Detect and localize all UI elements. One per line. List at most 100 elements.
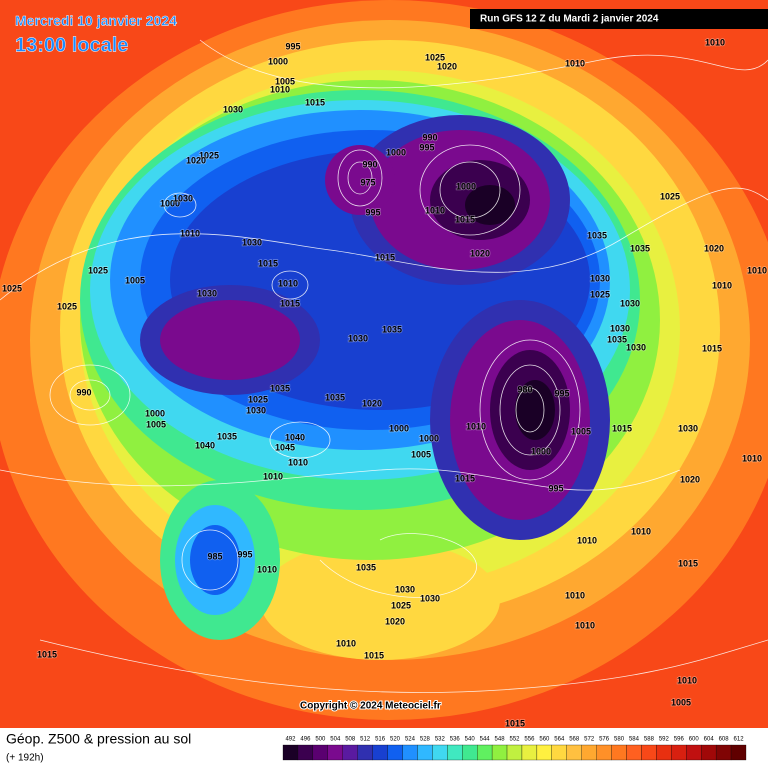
isobar-label: 980	[517, 384, 532, 394]
isobar-label: 1010	[336, 638, 356, 648]
isobar-label: 1010	[747, 265, 767, 275]
run-banner	[470, 9, 768, 29]
footer-lead: (+ 192h)	[6, 753, 44, 764]
colorbar-tick-label: 588	[644, 737, 655, 743]
isobar-label: 1015	[258, 258, 278, 268]
geopotential-area	[160, 300, 300, 380]
isobar-label: 1040	[285, 432, 305, 442]
colorbar-tick-label: 584	[629, 737, 640, 743]
isobar-label: 975	[360, 177, 375, 187]
isobar-label: 1030	[678, 423, 698, 433]
geopotential-area	[465, 185, 515, 225]
isobar	[269, 421, 331, 459]
isobar-label: 1035	[325, 392, 345, 402]
colorbar-swatch	[686, 744, 702, 761]
colorbar-tick-label: 492	[285, 737, 296, 743]
colorbar-tick-label: 532	[435, 737, 446, 743]
colorbar-tick-label: 572	[584, 737, 595, 743]
isobar-label: 1015	[455, 214, 475, 224]
isobar-label: 1010	[575, 620, 595, 630]
isobar-label: 1010	[466, 421, 486, 431]
isobar	[337, 149, 383, 207]
colorbar-tick-label: 500	[315, 737, 326, 743]
colorbar-swatch	[581, 744, 597, 761]
isobar-label: 1045	[275, 442, 295, 452]
isobar-label: 1035	[217, 431, 237, 441]
isobar	[49, 364, 131, 426]
colorbar-swatch	[342, 744, 358, 761]
colorbar-swatch	[402, 744, 418, 761]
isobar	[319, 533, 477, 598]
colorbar-tick-label: 524	[405, 737, 416, 743]
isobar-label: 1015	[678, 558, 698, 568]
isobar-label: 1005	[146, 419, 166, 429]
isobar-label: 1025	[248, 394, 268, 404]
isobar-label: 1035	[587, 230, 607, 240]
isobar	[479, 339, 581, 481]
isobar-label: 1030	[610, 323, 630, 333]
isobar-label: 1010	[180, 228, 200, 238]
isobar-label: 985	[207, 551, 222, 561]
colorbar-swatch	[536, 744, 552, 761]
isobar-label: 1010	[742, 453, 762, 463]
colorbar-swatch	[566, 744, 582, 761]
colorbar-swatch	[656, 744, 672, 761]
isobar-label: 1010	[565, 58, 585, 68]
isobar-label: 1035	[356, 562, 376, 572]
colorbar-swatch	[521, 744, 538, 761]
isobar	[163, 192, 197, 218]
geopotential-area	[325, 145, 395, 215]
colorbar-tick-label: 548	[495, 737, 506, 743]
isobar-label: 1015	[364, 650, 384, 660]
isobar-label: 1000	[419, 433, 439, 443]
isobar-label: 1020	[385, 616, 405, 626]
isobar-label: 1015	[612, 423, 632, 433]
isobar-label: 1000	[389, 423, 409, 433]
colorbar-swatch	[596, 744, 612, 761]
isobar-label: 1035	[270, 383, 290, 393]
geopotential-area	[260, 540, 500, 660]
isobar-label: 1030	[242, 237, 262, 247]
isobar-label: 1015	[280, 298, 300, 308]
isobar	[419, 144, 521, 236]
colorbar-tick-label: 564	[554, 737, 565, 743]
run-info: Run GFS 12 Z du Mardi 2 janvier 2024	[480, 14, 659, 25]
colorbar-swatch	[387, 744, 403, 761]
isobar-label: 1000	[268, 56, 288, 66]
forecast-time: 13:00 locale	[15, 34, 128, 56]
colorbar-tick-label: 600	[689, 737, 700, 743]
colorbar-tick-label: 496	[300, 737, 311, 743]
colorbar-tick-label: 604	[704, 737, 715, 743]
isobar	[347, 161, 373, 195]
isobar-label: 1035	[630, 243, 650, 253]
colorbar-tick-label: 512	[360, 737, 371, 743]
isobar-label: 1015	[702, 343, 722, 353]
isobar-label: 1005	[571, 426, 591, 436]
map	[0, 0, 768, 728]
isobar	[199, 39, 768, 89]
isobar-label: 990	[362, 159, 377, 169]
isobar-label: 1010	[278, 278, 298, 288]
colorbar-tick-label: 540	[465, 737, 476, 743]
isobar-label: 1000	[145, 408, 165, 418]
colorbar-swatch	[312, 744, 328, 761]
colorbar-tick-label: 528	[420, 737, 431, 743]
geopotential-area	[190, 525, 240, 595]
colorbar-swatch	[671, 744, 687, 761]
isobar-label: 990	[422, 132, 437, 142]
colorbar-tick-label: 504	[330, 737, 341, 743]
colorbar-swatch	[626, 744, 642, 761]
isobars	[0, 39, 768, 693]
colorbar-swatch	[357, 744, 373, 761]
isobar-label: 1010	[257, 564, 277, 574]
isobar-label: 1005	[671, 697, 691, 707]
isobar-label: 1020	[186, 155, 206, 165]
isobar-label: 1025	[660, 191, 680, 201]
colorbar-tick-label: 596	[674, 737, 685, 743]
colorbar-swatch	[447, 744, 463, 761]
isobar-label: 1025	[57, 301, 77, 311]
colorbar-tick-label: 592	[659, 737, 670, 743]
isobar-label: 1005	[411, 449, 431, 459]
